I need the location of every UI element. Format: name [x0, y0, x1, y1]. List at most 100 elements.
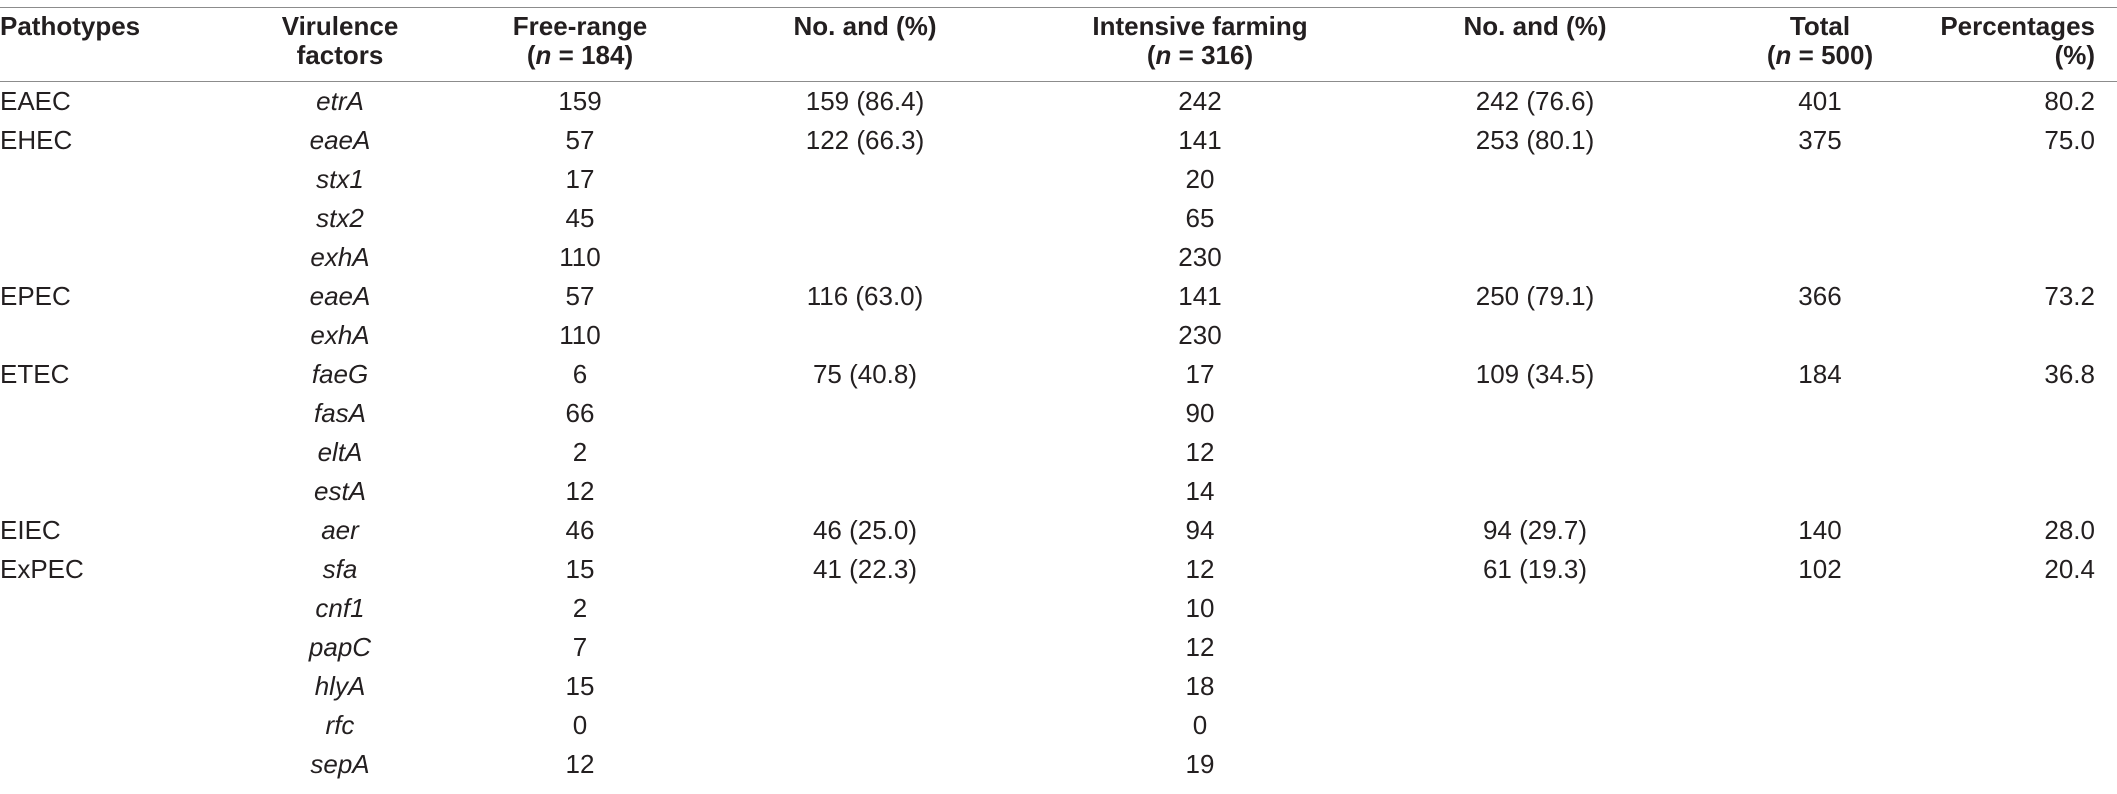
percentage-cell	[1920, 433, 2117, 472]
header-intensive-line1: Intensive farming	[1092, 11, 1308, 41]
pathotype-cell	[0, 433, 200, 472]
intensive-count-cell: 12	[1185, 554, 1215, 584]
table-row: stx1 17 20	[0, 160, 2117, 199]
virulence-factor-cell: fasA	[313, 398, 367, 428]
percentage-cell	[1920, 706, 2117, 745]
free-range-count-cell: 0	[572, 710, 588, 740]
free-range-pct-cell	[680, 628, 1050, 667]
intensive-count-cell: 141	[1178, 281, 1222, 311]
total-cell	[1720, 472, 1920, 511]
percentage-cell	[1920, 745, 2117, 784]
header-no-pct-free: No. and (%)	[680, 7, 1050, 82]
free-range-pct-cell	[680, 745, 1050, 784]
virulence-factor-cell: eaeA	[309, 125, 371, 155]
total-cell	[1720, 160, 1920, 199]
virulence-factor-cell: rfc	[325, 710, 355, 740]
virulence-factor-cell: sepA	[310, 749, 370, 779]
percentage-cell	[1920, 160, 2117, 199]
free-range-pct-cell	[680, 316, 1050, 355]
free-range-count-cell: 12	[565, 749, 595, 779]
percentage-cell: 73.2	[2044, 281, 2095, 311]
intensive-count-cell: 230	[1178, 242, 1222, 272]
intensive-count-cell: 230	[1178, 320, 1222, 350]
intensive-count-cell: 141	[1178, 125, 1222, 155]
intensive-pct-cell: 94 (29.7)	[1482, 515, 1588, 545]
free-range-count-cell: 6	[572, 359, 588, 389]
table-row: ETEC faeG 6 75 (40.8) 17 109 (34.5) 184 36.8	[0, 355, 2117, 394]
header-intensive-count: = 316)	[1171, 40, 1254, 70]
intensive-pct-cell: 109 (34.5)	[1475, 359, 1595, 389]
table-row: stx2 45 65	[0, 199, 2117, 238]
free-range-pct-cell: 41 (22.3)	[812, 554, 918, 584]
intensive-count-cell: 20	[1185, 164, 1215, 194]
header-intensive-n: n	[1155, 40, 1172, 70]
intensive-pct-cell	[1350, 238, 1720, 277]
total-cell	[1720, 589, 1920, 628]
percentage-cell	[1920, 199, 2117, 238]
intensive-count-cell: 0	[1192, 710, 1208, 740]
free-range-count-cell: 110	[559, 320, 601, 350]
percentage-cell	[1920, 394, 2117, 433]
percentage-cell	[1920, 628, 2117, 667]
pathotype-cell: EIEC	[0, 515, 61, 545]
free-range-pct-cell	[680, 667, 1050, 706]
free-range-pct-cell	[680, 706, 1050, 745]
virulence-factor-cell: aer	[321, 515, 359, 545]
free-range-count-cell: 66	[565, 398, 595, 428]
header-virulence-line2: factors	[296, 40, 384, 70]
header-total-count: = 500)	[1791, 40, 1874, 70]
free-range-count-cell: 57	[565, 125, 595, 155]
pathotype-cell: ETEC	[0, 359, 70, 389]
intensive-pct-cell	[1350, 433, 1720, 472]
total-cell	[1720, 745, 1920, 784]
intensive-pct-cell	[1350, 589, 1720, 628]
free-range-count-cell: 7	[572, 632, 588, 662]
pathotype-cell	[0, 706, 200, 745]
pathotype-cell	[0, 667, 200, 706]
pathotype-cell: EAEC	[0, 86, 71, 116]
percentage-cell: 20.4	[2044, 554, 2095, 584]
percentage-cell: 36.8	[2044, 359, 2095, 389]
intensive-pct-cell	[1350, 160, 1720, 199]
free-range-pct-cell	[680, 394, 1050, 433]
pathotype-cell	[0, 394, 200, 433]
free-range-count-cell: 159	[558, 86, 602, 116]
header-virulence-factors: Virulence factors	[200, 7, 480, 82]
intensive-pct-cell	[1350, 316, 1720, 355]
header-no-pct-intensive: No. and (%)	[1350, 7, 1720, 82]
pathotype-cell	[0, 472, 200, 511]
total-cell	[1720, 238, 1920, 277]
free-range-pct-cell	[680, 238, 1050, 277]
virulence-factor-cell: hlyA	[314, 671, 366, 701]
total-cell	[1720, 199, 1920, 238]
total-cell	[1720, 433, 1920, 472]
table-body: EAEC etrA 159 159 (86.4) 242 242 (76.6) 401 80.…	[0, 82, 2117, 785]
free-range-pct-cell: 122 (66.3)	[805, 125, 925, 155]
percentage-cell	[1920, 667, 2117, 706]
header-pathotypes-text: Pathotypes	[0, 11, 141, 41]
free-range-count-cell: 2	[572, 437, 588, 467]
header-no-pct-free-text: No. and (%)	[793, 11, 937, 41]
pathotype-cell	[0, 160, 200, 199]
total-cell: 184	[1798, 359, 1842, 389]
free-range-pct-cell	[680, 433, 1050, 472]
header-virulence-line1: Virulence	[281, 11, 399, 41]
intensive-count-cell: 94	[1185, 515, 1215, 545]
pathotype-cell: ExPEC	[0, 554, 84, 584]
intensive-count-cell: 14	[1185, 476, 1215, 506]
free-range-count-cell: 57	[565, 281, 595, 311]
free-range-count-cell: 15	[565, 554, 595, 584]
table-row: EAEC etrA 159 159 (86.4) 242 242 (76.6) 401 80.…	[0, 82, 2117, 122]
table-row: cnf1 2 10	[0, 589, 2117, 628]
table-row: sepA 12 19	[0, 745, 2117, 784]
free-range-pct-cell	[680, 472, 1050, 511]
pathotype-cell	[0, 199, 200, 238]
virulence-factor-cell: stx2	[316, 203, 364, 233]
table-row: exhA 110 230	[0, 238, 2117, 277]
free-range-count-cell: 15	[565, 671, 595, 701]
free-range-pct-cell: 116 (63.0)	[806, 281, 924, 311]
header-free-range-line1: Free-range	[512, 11, 648, 41]
free-range-count-cell: 12	[565, 476, 595, 506]
table-header: Pathotypes Virulence factors Free-range (n…	[0, 7, 2117, 82]
free-range-pct-cell: 75 (40.8)	[812, 359, 918, 389]
